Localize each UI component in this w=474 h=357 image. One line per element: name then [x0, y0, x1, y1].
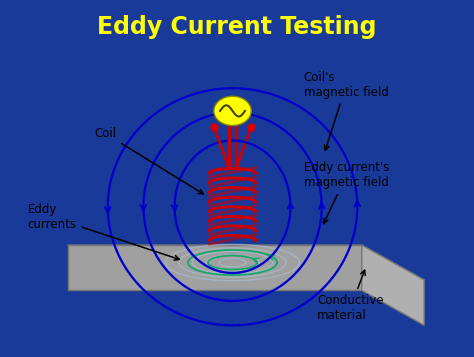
Text: Conductive
material: Conductive material [317, 270, 384, 322]
Circle shape [214, 96, 251, 126]
Text: Eddy Current Testing: Eddy Current Testing [97, 15, 377, 39]
Polygon shape [68, 245, 362, 291]
Text: Eddy
currents: Eddy currents [27, 203, 179, 260]
Polygon shape [362, 245, 424, 325]
Text: Coil's
magnetic field: Coil's magnetic field [304, 71, 389, 150]
Polygon shape [68, 245, 424, 280]
Text: Coil: Coil [94, 127, 203, 194]
Text: Eddy current's
magnetic field: Eddy current's magnetic field [304, 161, 389, 223]
